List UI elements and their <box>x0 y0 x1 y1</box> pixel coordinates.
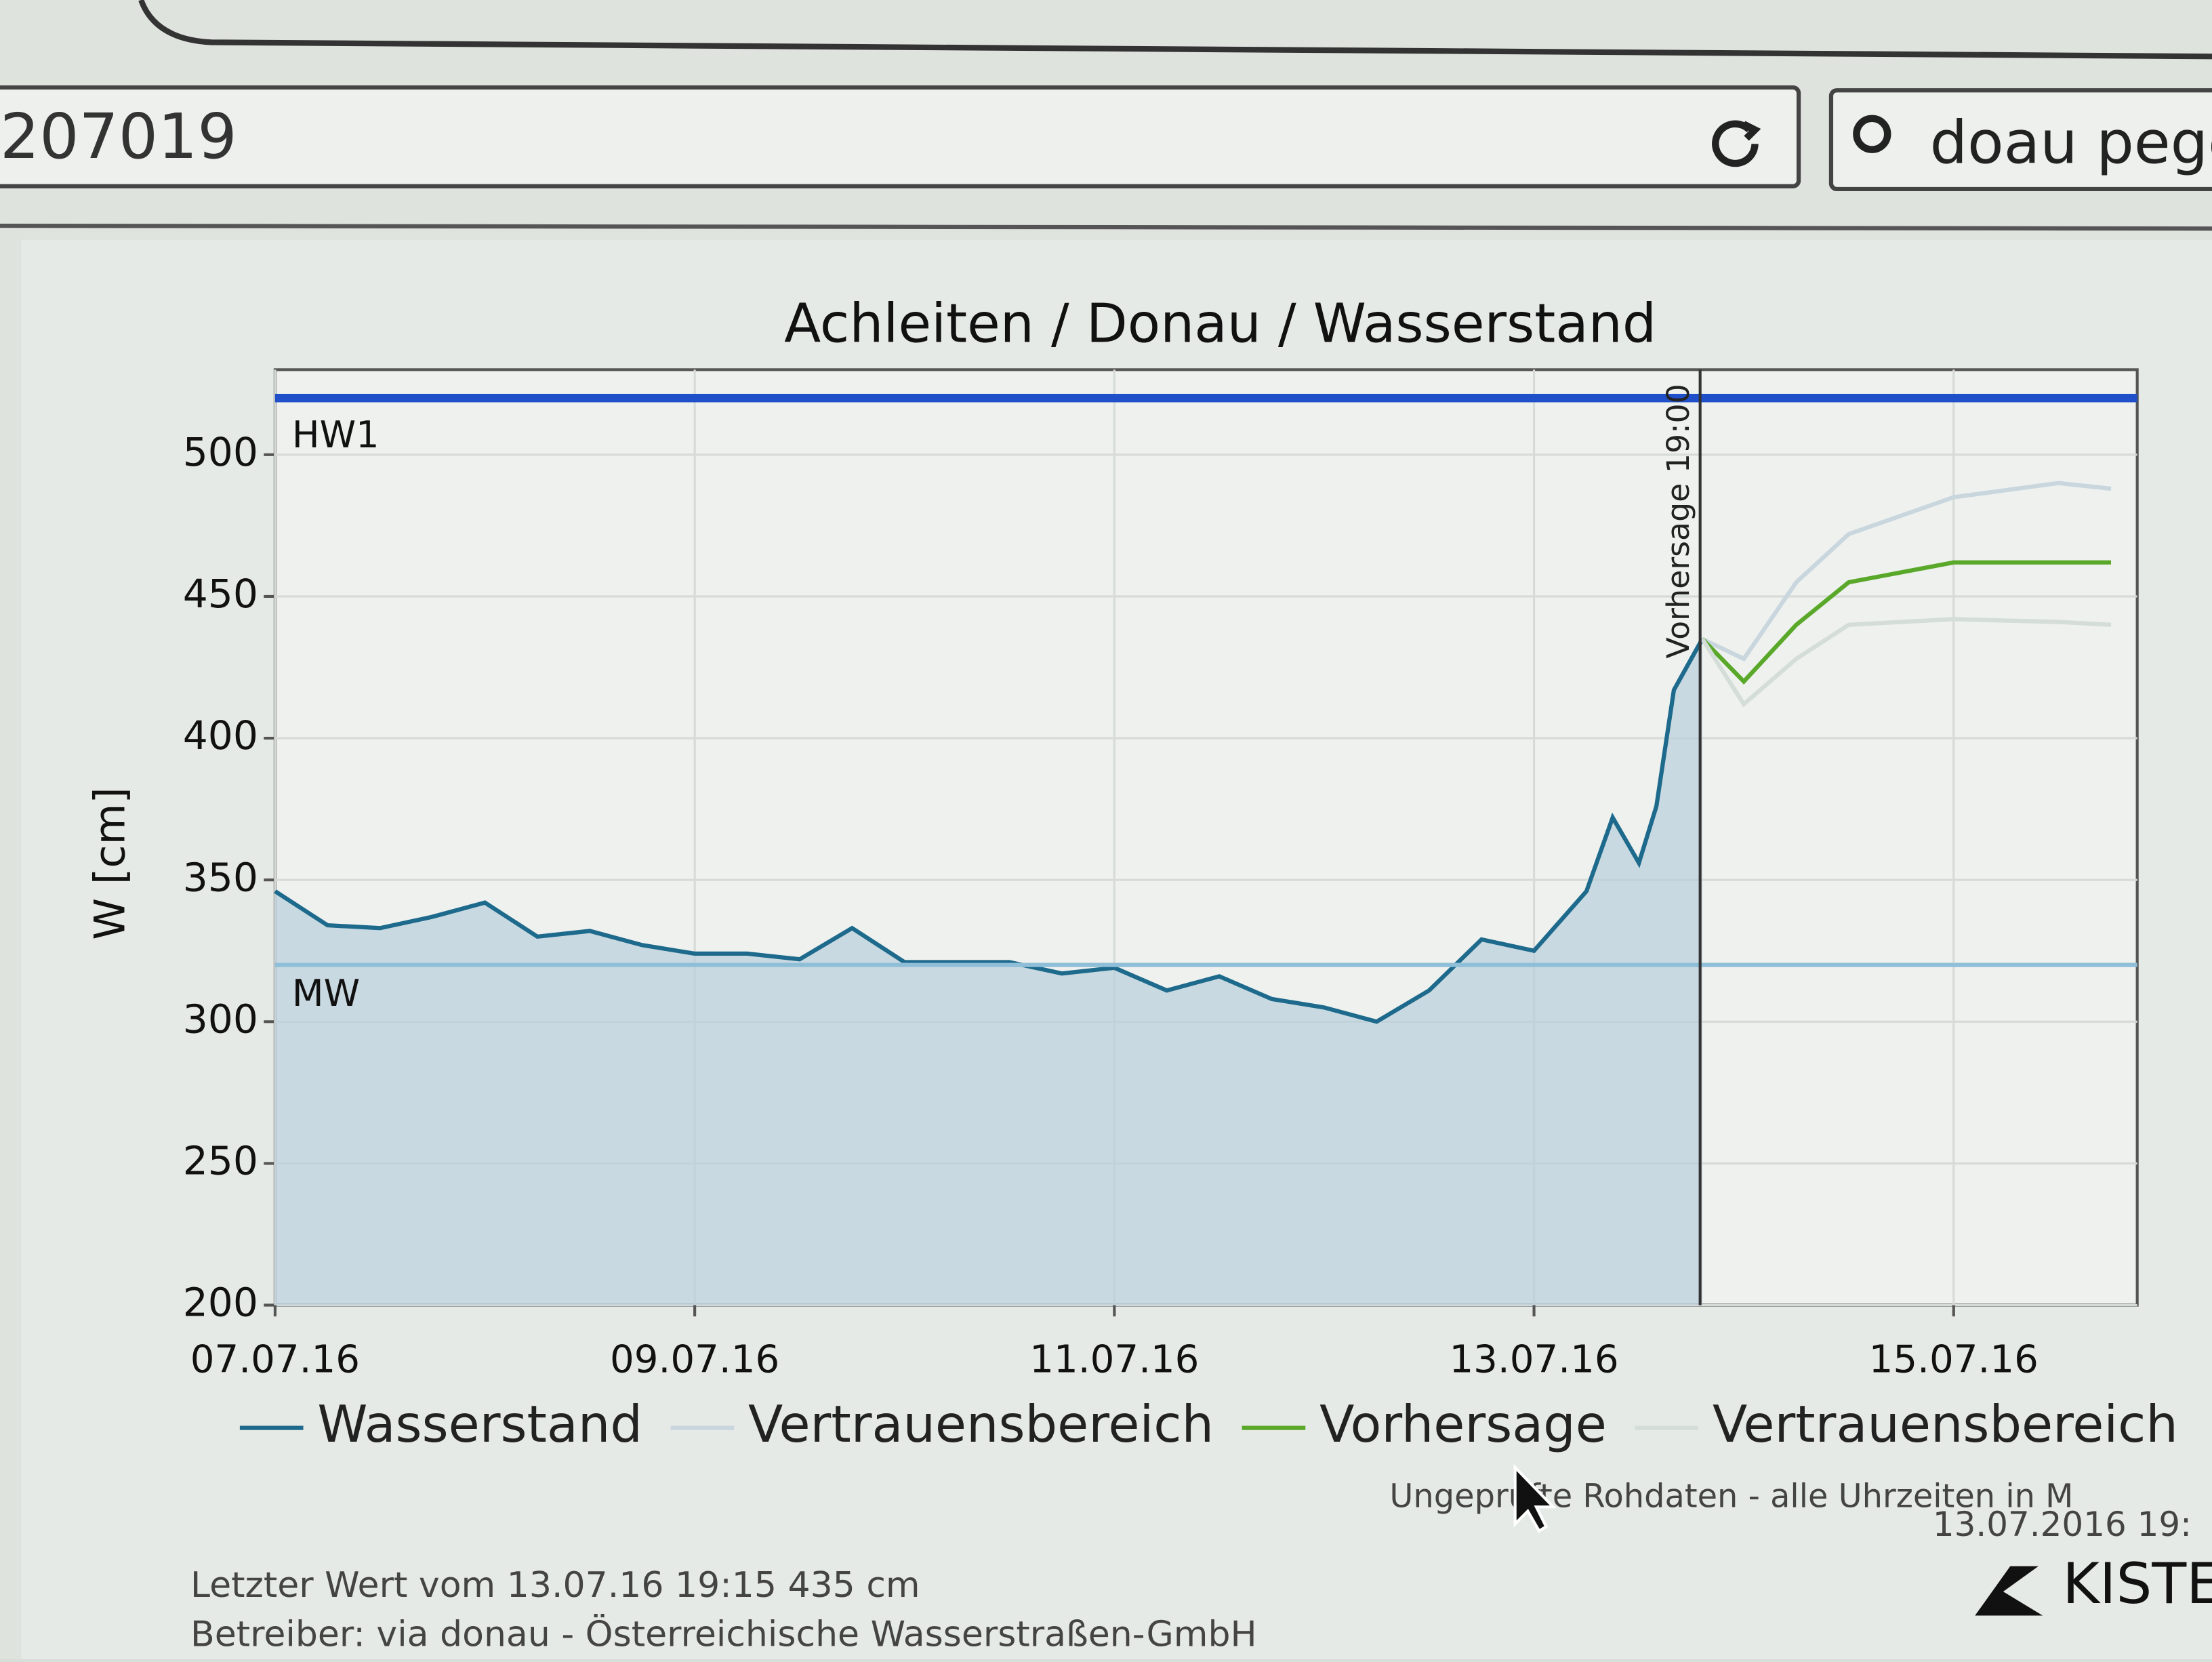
tab-outline <box>138 0 2212 60</box>
legend-label: Vertrauensbereich <box>1713 1394 2178 1454</box>
brand: KISTER <box>2062 1551 2212 1617</box>
legend-label: Wasserstand <box>317 1394 642 1454</box>
kisters-logo <box>1975 1566 2043 1616</box>
x-tick-label: 07.07.16 <box>190 1337 360 1381</box>
y-tick-label: 200 <box>183 1280 258 1326</box>
y-tick-label: 350 <box>183 854 258 900</box>
legend-label: Vertrauensbereich <box>748 1394 1214 1454</box>
reference-label: HW1 <box>292 413 380 456</box>
line <box>1700 617 2112 708</box>
operator: Betreiber: via donau - Österreichische W… <box>190 1614 1257 1655</box>
mouse-cursor <box>1513 1463 1557 1533</box>
timestamp: 13.07.2016 19: <box>1933 1505 2192 1544</box>
y-tick-label: 250 <box>183 1138 258 1184</box>
chart-title: Achleiten / Donau / Wasserstand <box>784 292 1656 354</box>
x-tick-label: 15.07.16 <box>1869 1337 2039 1381</box>
line <box>274 638 1704 1024</box>
y-tick-label: 400 <box>183 712 258 758</box>
y-tick-label: 500 <box>183 429 258 475</box>
url-bar[interactable] <box>0 85 1801 188</box>
y-tick-label: 300 <box>183 996 258 1042</box>
line <box>1701 481 2112 662</box>
reference-label: MW <box>292 972 360 1015</box>
area <box>274 639 1702 1305</box>
search-bar[interactable] <box>1828 88 2212 192</box>
x-tick-label: 09.07.16 <box>610 1337 779 1381</box>
y-axis-label: W [cm] <box>85 787 135 939</box>
url-text: 207019 <box>0 100 237 173</box>
last-value: Letzter Wert vom 13.07.16 19:15 435 cm <box>190 1565 920 1606</box>
line <box>1700 560 2111 685</box>
note: Ungeprüfte Rohdaten - alle Uhrzeiten in … <box>1389 1478 2073 1516</box>
x-tick-label: 13.07.16 <box>1449 1337 1618 1381</box>
toolbar-divider <box>0 223 2212 231</box>
search-icon <box>1853 115 1891 153</box>
forecast-label: Vorhersage 19:00 <box>1660 384 1696 658</box>
y-tick-label: 450 <box>183 571 258 617</box>
legend-label: Vorhersage <box>1319 1394 1607 1454</box>
reload-icon[interactable] <box>1712 120 1761 167</box>
x-tick-label: 11.07.16 <box>1029 1337 1199 1381</box>
search-text: doau pege <box>1930 108 2212 177</box>
